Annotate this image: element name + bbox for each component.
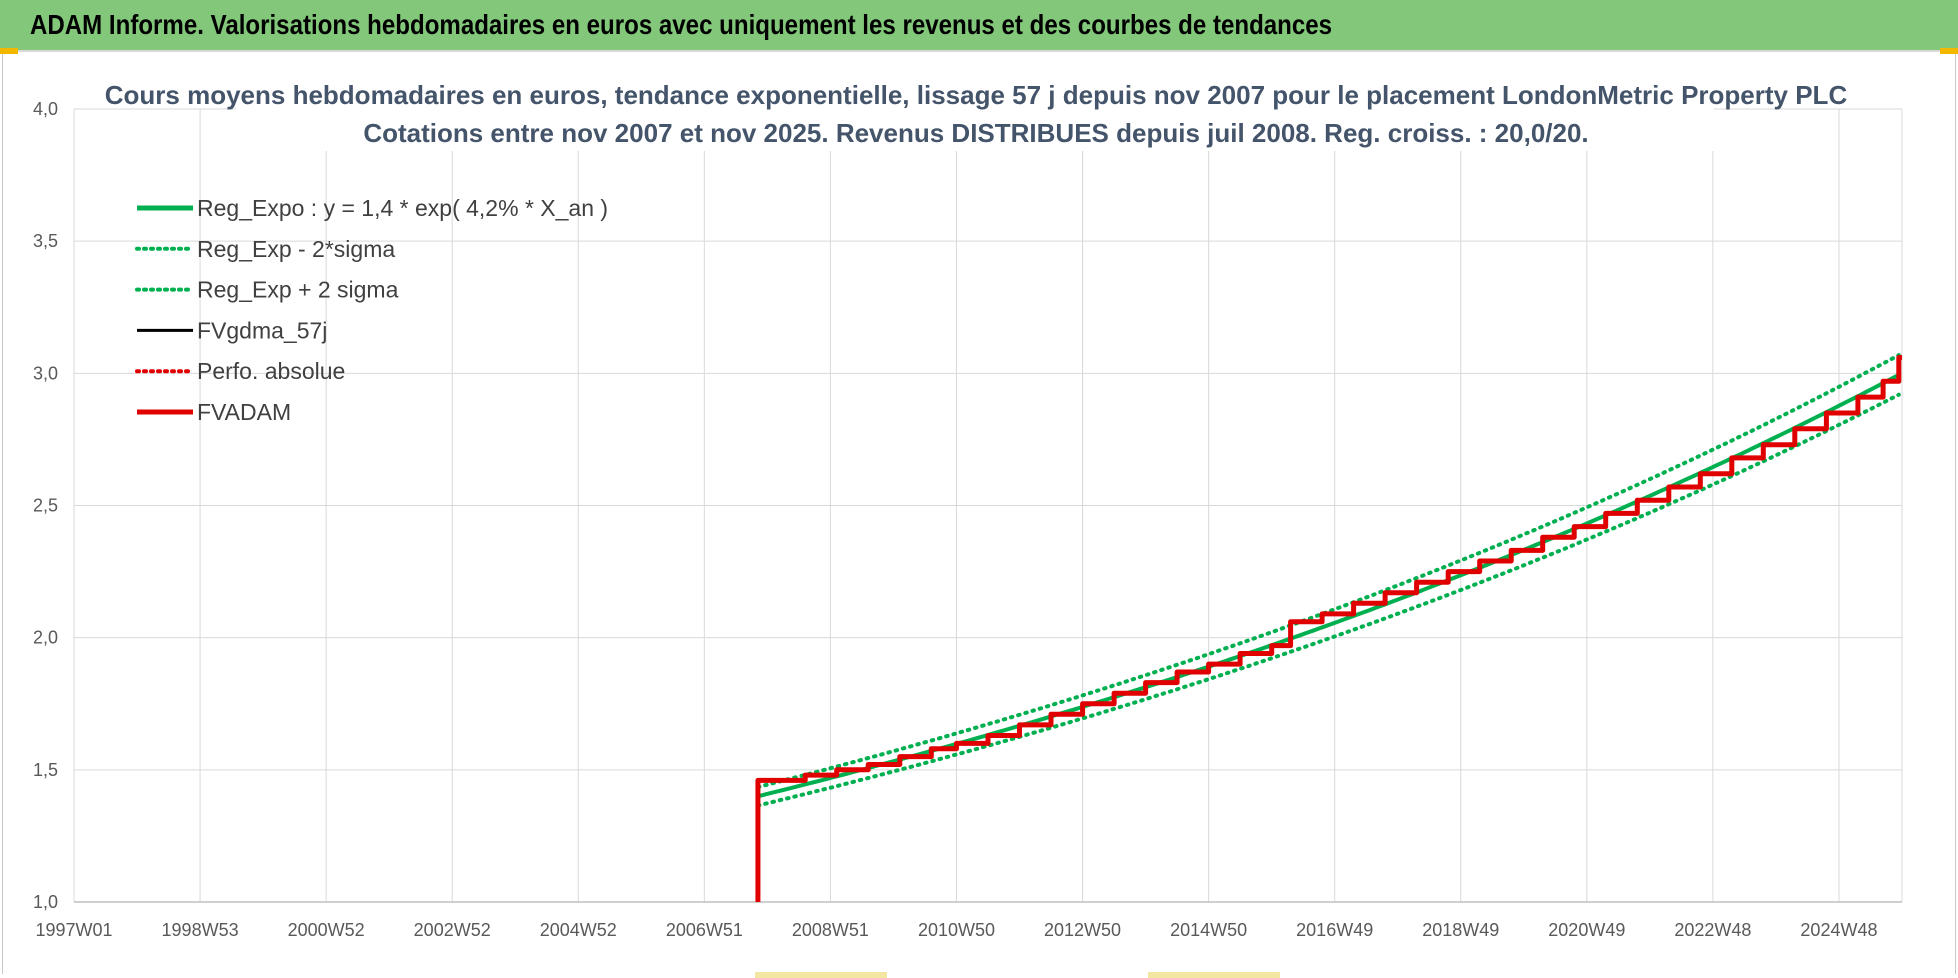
y-tick-label: 3,5 (33, 231, 58, 251)
x-axis-ticks: 1997W01 1998W53 2000W52 2002W52 2004W52 2006W… (35, 920, 1877, 940)
corner-marker-right (1940, 48, 1958, 54)
x-tick-label: 2018W49 (1422, 920, 1499, 940)
legend-label: Reg_Exp - 2*sigma (197, 236, 395, 262)
corner-marker-left (0, 48, 18, 54)
y-axis-ticks: 1,0 1,5 2,0 2,5 3,0 3,5 4,0 (33, 99, 58, 912)
chart-title-line1: Cours moyens hebdomadaires en euros, ten… (105, 80, 1848, 110)
legend-label: FVgdma_57j (197, 317, 327, 343)
x-tick-label: 2000W52 (288, 920, 365, 940)
series-fvadam (755, 355, 1902, 902)
x-tick-label: 2022W48 (1674, 920, 1751, 940)
bottom-marker-2 (1148, 972, 1280, 978)
x-tick-label: 2014W50 (1170, 920, 1247, 940)
chart-series (755, 353, 1902, 902)
x-tick-label: 1997W01 (35, 920, 112, 940)
x-tick-label: 2006W51 (666, 920, 743, 940)
x-tick-label: 2012W50 (1044, 920, 1121, 940)
series-reg-exp-plus-2sigma (755, 353, 1901, 789)
x-tick-label: 1998W53 (162, 920, 239, 940)
chart-legend: Reg_Expo : y = 1,4 * exp( 4,2% * X_an ) R… (135, 195, 608, 425)
y-tick-label: 3,0 (33, 363, 58, 383)
bottom-marker-1 (755, 972, 887, 978)
y-tick-label: 4,0 (33, 99, 58, 119)
title-background (236, 81, 1714, 151)
chart-grid (73, 108, 1903, 903)
x-tick-label: 2020W49 (1548, 920, 1625, 940)
x-tick-label: 2010W50 (918, 920, 995, 940)
legend-label: Reg_Exp + 2 sigma (197, 277, 399, 303)
legend-label: FVADAM (197, 399, 291, 425)
chart-frame (2, 54, 1956, 974)
legend-label: Reg_Expo : y = 1,4 * exp( 4,2% * X_an ) (197, 195, 608, 221)
x-tick-label: 2004W52 (540, 920, 617, 940)
legend-label: Perfo. absolue (197, 358, 345, 384)
series-reg-exp-minus-2sigma (755, 392, 1901, 808)
y-tick-label: 2,0 (33, 628, 58, 648)
series-reg-expo (757, 373, 1900, 799)
report-banner: ADAM Informe. Valorisations hebdomadaire… (0, 0, 1958, 52)
chart-title-line2: Cotations entre nov 2007 et nov 2025. Re… (363, 118, 1588, 148)
x-tick-label: 2002W52 (414, 920, 491, 940)
y-tick-label: 2,5 (33, 496, 58, 516)
y-tick-label: 1,5 (33, 760, 58, 780)
x-tick-label: 2016W49 (1296, 920, 1373, 940)
report-title: ADAM Informe. Valorisations hebdomadaire… (30, 9, 1333, 40)
x-tick-label: 2024W48 (1800, 920, 1877, 940)
y-tick-label: 1,0 (33, 892, 58, 912)
x-tick-label: 2008W51 (792, 920, 869, 940)
